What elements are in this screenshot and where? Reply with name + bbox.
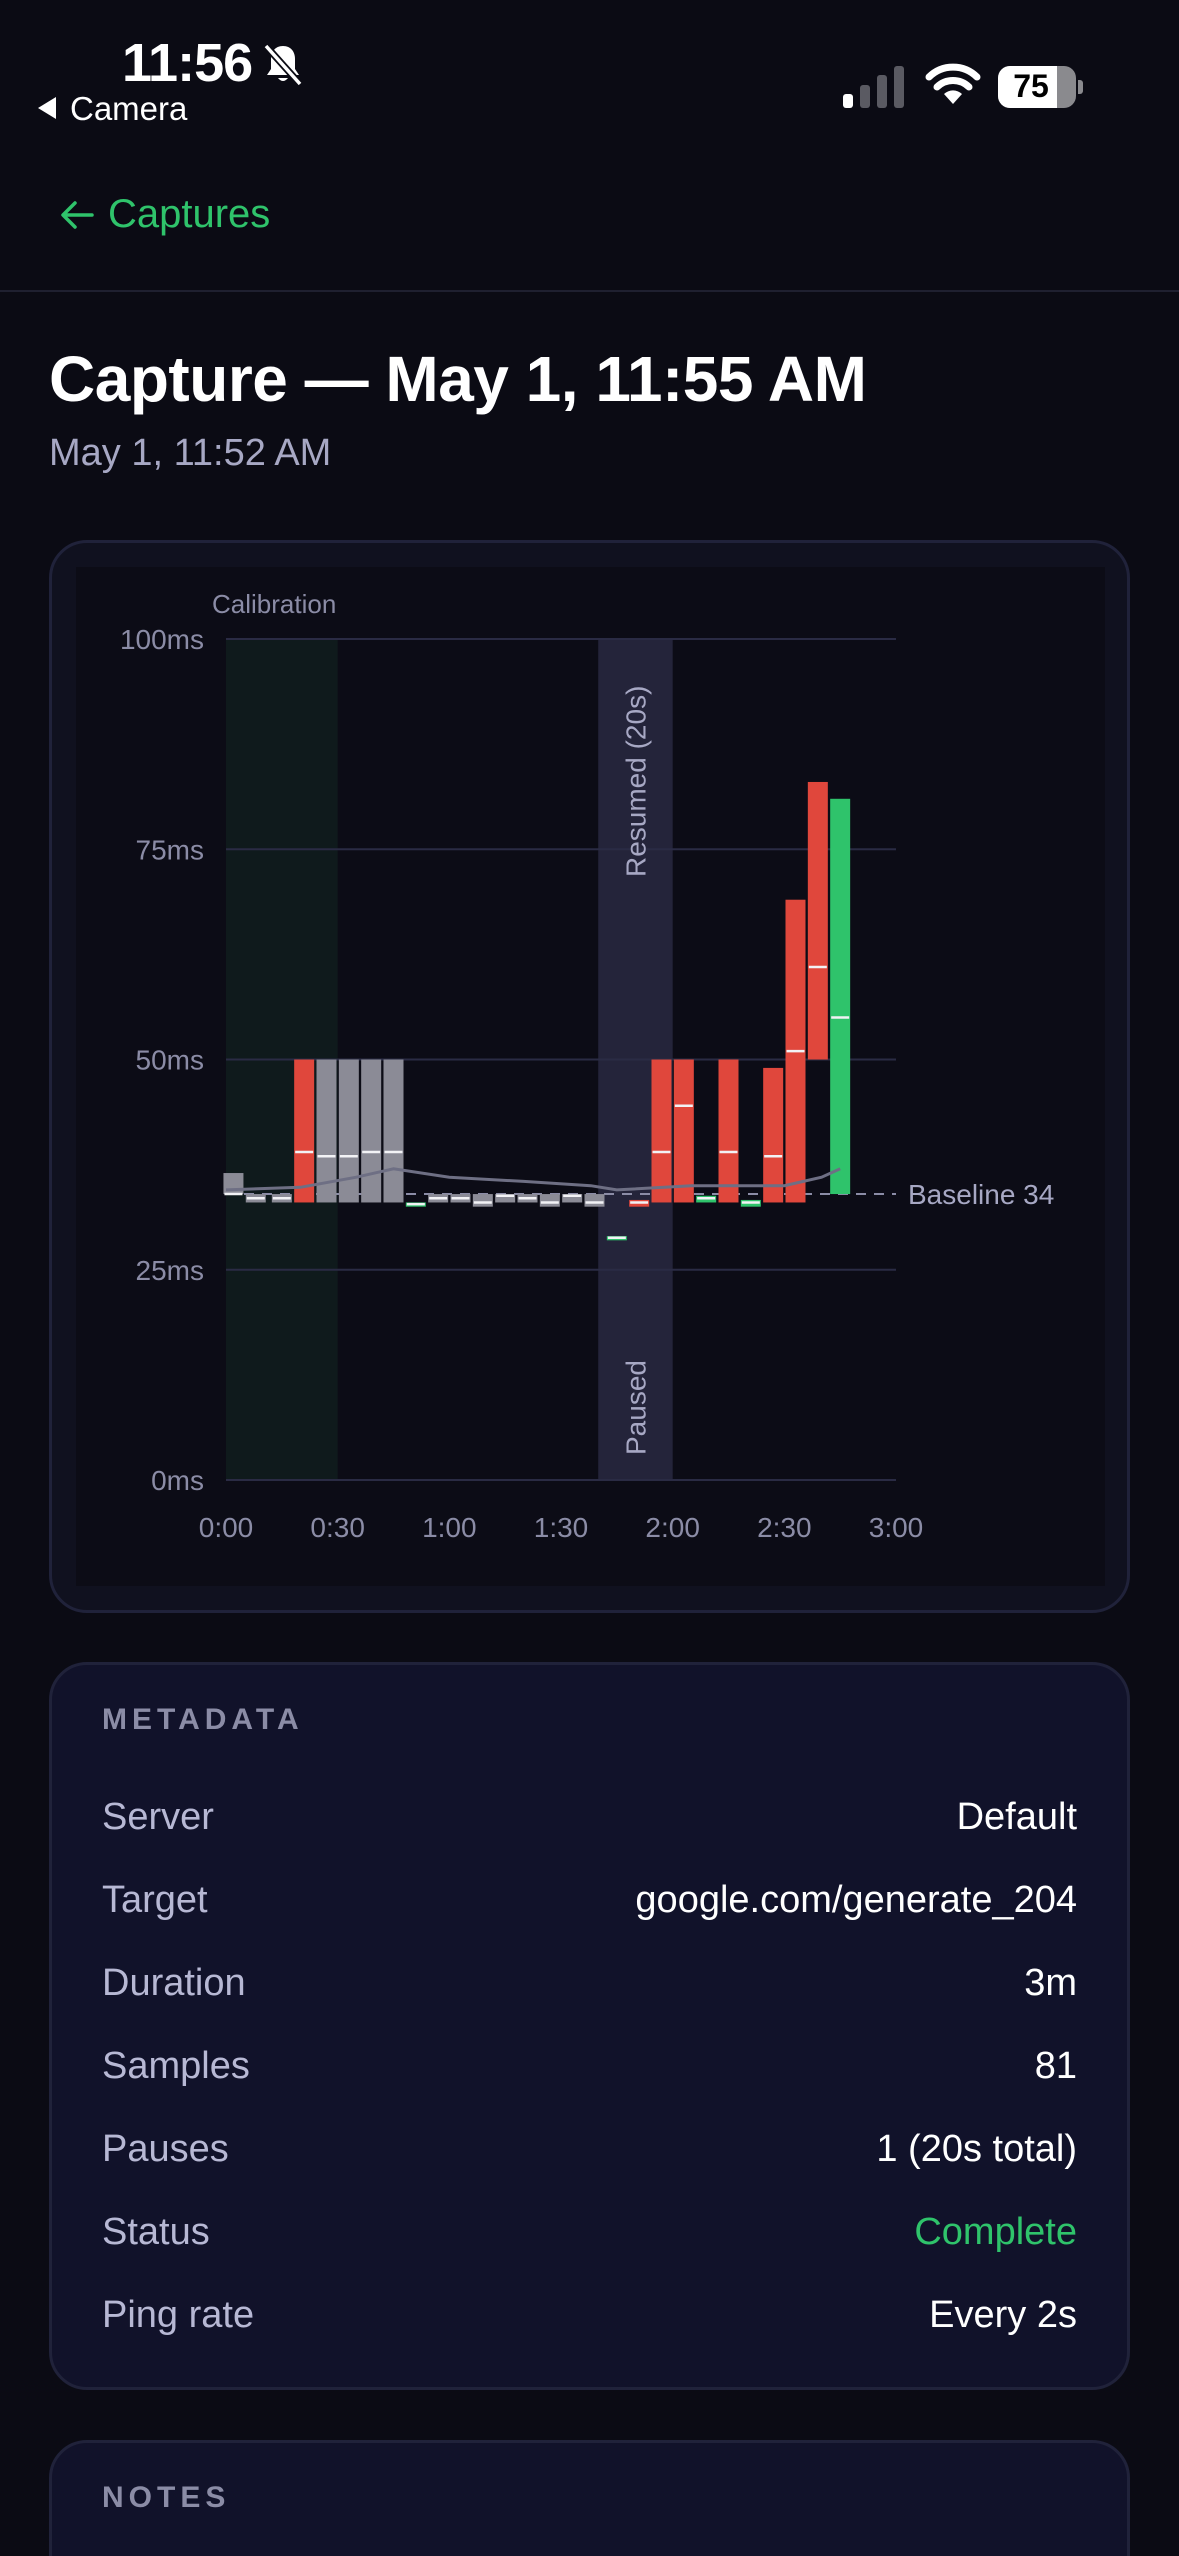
meta-row-pauses: Pauses 1 (20s total) <box>102 2119 1077 2179</box>
x-tick-label: 2:00 <box>645 1512 700 1543</box>
x-tick-label: 0:30 <box>310 1512 365 1543</box>
back-to-captures-button[interactable]: Captures <box>60 192 270 237</box>
status-value: Complete <box>914 2210 1077 2253</box>
x-tick-label: 2:30 <box>757 1512 812 1543</box>
latency-bar <box>673 1059 694 1203</box>
meta-value: Default <box>956 1795 1077 1838</box>
notes-heading: NOTES <box>102 2481 231 2514</box>
page-subtitle: May 1, 11:52 AM <box>49 432 332 474</box>
meta-row-server: Server Default <box>102 1787 1077 1847</box>
meta-key: Ping rate <box>102 2293 255 2336</box>
baseline-label: Baseline 34 <box>908 1179 1054 1210</box>
latency-bar <box>383 1059 404 1203</box>
latency-bar <box>807 781 828 1060</box>
meta-key: Server <box>102 1795 214 1838</box>
x-tick-label: 3:00 <box>869 1512 924 1543</box>
y-tick-label: 25ms <box>136 1255 204 1286</box>
meta-value: 3m <box>1024 1961 1077 2004</box>
back-app-label: Camera <box>70 90 188 127</box>
status-time: 11:56 <box>122 33 253 93</box>
meta-row-target: Target google.com/generate_204 <box>102 1870 1077 1930</box>
battery-percent: 75 <box>1013 68 1049 104</box>
back-label: Captures <box>108 192 271 236</box>
y-tick-label: 100ms <box>120 624 204 655</box>
meta-value: 81 <box>1034 2044 1077 2087</box>
meta-row-duration: Duration 3m <box>102 1953 1077 2013</box>
cellular-signal-icon <box>843 64 907 108</box>
latency-bar <box>763 1067 784 1203</box>
rolling-average-line <box>225 1167 841 1192</box>
latency-bar <box>830 798 851 1195</box>
back-triangle-icon <box>38 97 56 119</box>
battery-icon: 75 <box>998 66 1076 108</box>
notes-card: NOTES <box>49 2440 1130 2556</box>
latency-bar <box>495 1194 516 1203</box>
meta-key: Status <box>102 2210 210 2253</box>
back-to-app[interactable]: Camera <box>38 90 187 128</box>
latency-bar <box>338 1059 359 1203</box>
y-tick-label: 0ms <box>151 1465 204 1496</box>
chart-area: 0ms 25ms 50ms 75ms 100ms 0:00 0:30 1:00 1:30 2:00… <box>76 567 1105 1586</box>
x-tick-label: 1:30 <box>534 1512 589 1543</box>
status-bar: 11:56 Camera 75 <box>0 0 1179 140</box>
nav-bar: Captures <box>0 140 1179 292</box>
battery-cap <box>1078 80 1083 94</box>
meta-value: 1 (20s total) <box>876 2127 1077 2170</box>
y-tick-label: 50ms <box>136 1045 204 1076</box>
latency-bar <box>651 1059 672 1203</box>
page-title: Capture — May 1, 11:55 AM <box>49 343 867 415</box>
arrow-left-icon <box>61 200 94 229</box>
meta-value: google.com/generate_204 <box>635 1878 1077 1921</box>
bell-muted-icon <box>263 43 303 87</box>
latency-bar <box>472 1194 493 1207</box>
meta-key: Samples <box>102 2044 250 2087</box>
meta-value: Every 2s <box>929 2293 1077 2336</box>
latency-bar <box>316 1059 337 1203</box>
y-tick-label: 75ms <box>136 834 204 865</box>
x-tick-label: 0:00 <box>199 1512 254 1543</box>
latency-chart: 0ms 25ms 50ms 75ms 100ms 0:00 0:30 1:00 1:30 2:00… <box>120 589 1054 1543</box>
latency-chart-card: 0ms 25ms 50ms 75ms 100ms 0:00 0:30 1:00 1:30 2:00… <box>49 540 1130 1613</box>
x-tick-label: 1:00 <box>422 1512 477 1543</box>
latency-bar <box>361 1059 382 1203</box>
latency-bar <box>584 1194 605 1207</box>
latency-bar <box>539 1194 560 1207</box>
metadata-heading: METADATA <box>102 1703 304 1736</box>
latency-bar <box>294 1059 315 1203</box>
wifi-icon <box>925 63 981 104</box>
meta-row-samples: Samples 81 <box>102 2036 1077 2096</box>
latency-bar <box>718 1059 739 1203</box>
meta-row-status: Status Complete <box>102 2202 1077 2262</box>
battery-fill <box>998 66 1057 108</box>
metadata-card: METADATA Server Default Target google.com/… <box>49 1662 1130 2390</box>
meta-key: Duration <box>102 1961 246 2004</box>
paused-label: Paused <box>620 1360 651 1455</box>
meta-key: Pauses <box>102 2127 229 2170</box>
latency-bar <box>562 1194 583 1203</box>
resumed-label: Resumed (20s) <box>620 686 651 877</box>
calibration-label: Calibration <box>212 589 336 619</box>
meta-key: Target <box>102 1878 208 1921</box>
meta-row-ping-rate: Ping rate Every 2s <box>102 2285 1077 2345</box>
